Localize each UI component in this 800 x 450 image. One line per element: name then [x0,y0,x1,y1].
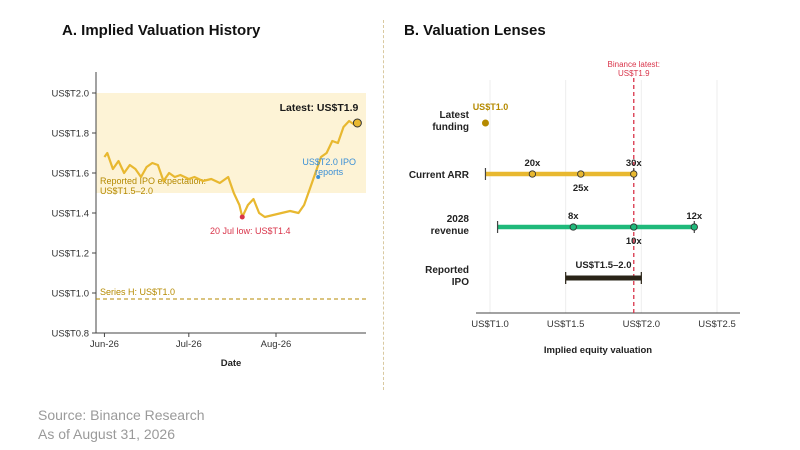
ipo-reports-point [316,175,321,179]
panel-b-title: B. Valuation Lenses [404,22,546,39]
latest-label: Latest: US$T1.9 [280,102,359,114]
row-label: Latest funding [432,110,469,133]
panel-a-title: A. Implied Valuation History [62,22,261,39]
multiple-label: 25x [573,183,590,194]
multiple-label: 30x [626,158,643,169]
as-of-note: As of August 31, 2026 [38,426,175,442]
row-label: Current ARR [409,170,470,181]
july-low-point [239,214,245,220]
latest-point [352,118,362,128]
row-label: 2028 revenue [431,214,470,237]
x-tick-label: US$T2.5 [698,319,736,330]
multiple-label: 8x [568,211,579,222]
y-tick-label: US$T1.6 [52,169,90,180]
multiple-label: 12x [686,211,703,222]
y-tick-label: US$T1.0 [52,289,90,300]
multiple-point [630,223,638,231]
ipo-expectation-label: Reported IPO expectation: US$T1.5–2.0 [100,176,206,196]
multiple-label: 10x [626,236,643,247]
latest-funding-value: US$T1.0 [473,102,509,112]
ipo-reports-label: US$T2.0 IPO reports [302,157,356,177]
y-tick-label: US$T1.2 [52,249,90,260]
x-tick-label: Jul-26 [176,339,202,350]
multiple-label: 20x [524,158,541,169]
multiple-point [630,170,638,178]
source-note: Source: Binance Research [38,407,205,423]
y-tick-label: US$T0.8 [52,329,90,340]
y-tick-label: US$T2.0 [52,89,90,100]
july-low-label: 20 Jul low: US$T1.4 [210,226,291,236]
x-tick-label: Aug-26 [261,339,292,350]
multiple-point [528,170,537,178]
x-tick-label: US$T2.0 [623,319,661,330]
series-h-label: Series H: US$T1.0 [100,287,175,297]
y-tick-label: US$T1.8 [52,129,90,140]
multiple-point [569,223,577,231]
row-label: Reported IPO [425,265,469,288]
x-tick-label: US$T1.5 [547,319,585,330]
multiple-point [690,223,698,231]
x-tick-label: US$T1.0 [471,319,509,330]
x-axis-title: Date [221,358,242,369]
ipo-range-label: US$T1.5–2.0 [576,260,632,271]
binance-latest-label: Binance latest: US$T1.9 [608,60,660,78]
x-axis-title: Implied equity valuation [544,345,652,356]
y-tick-label: US$T1.4 [52,209,90,220]
multiple-point [577,170,585,178]
x-tick-label: Jun-26 [90,339,119,350]
panel-divider [383,20,384,390]
valuation-series-line [103,119,361,219]
latest-funding-point [481,119,489,127]
